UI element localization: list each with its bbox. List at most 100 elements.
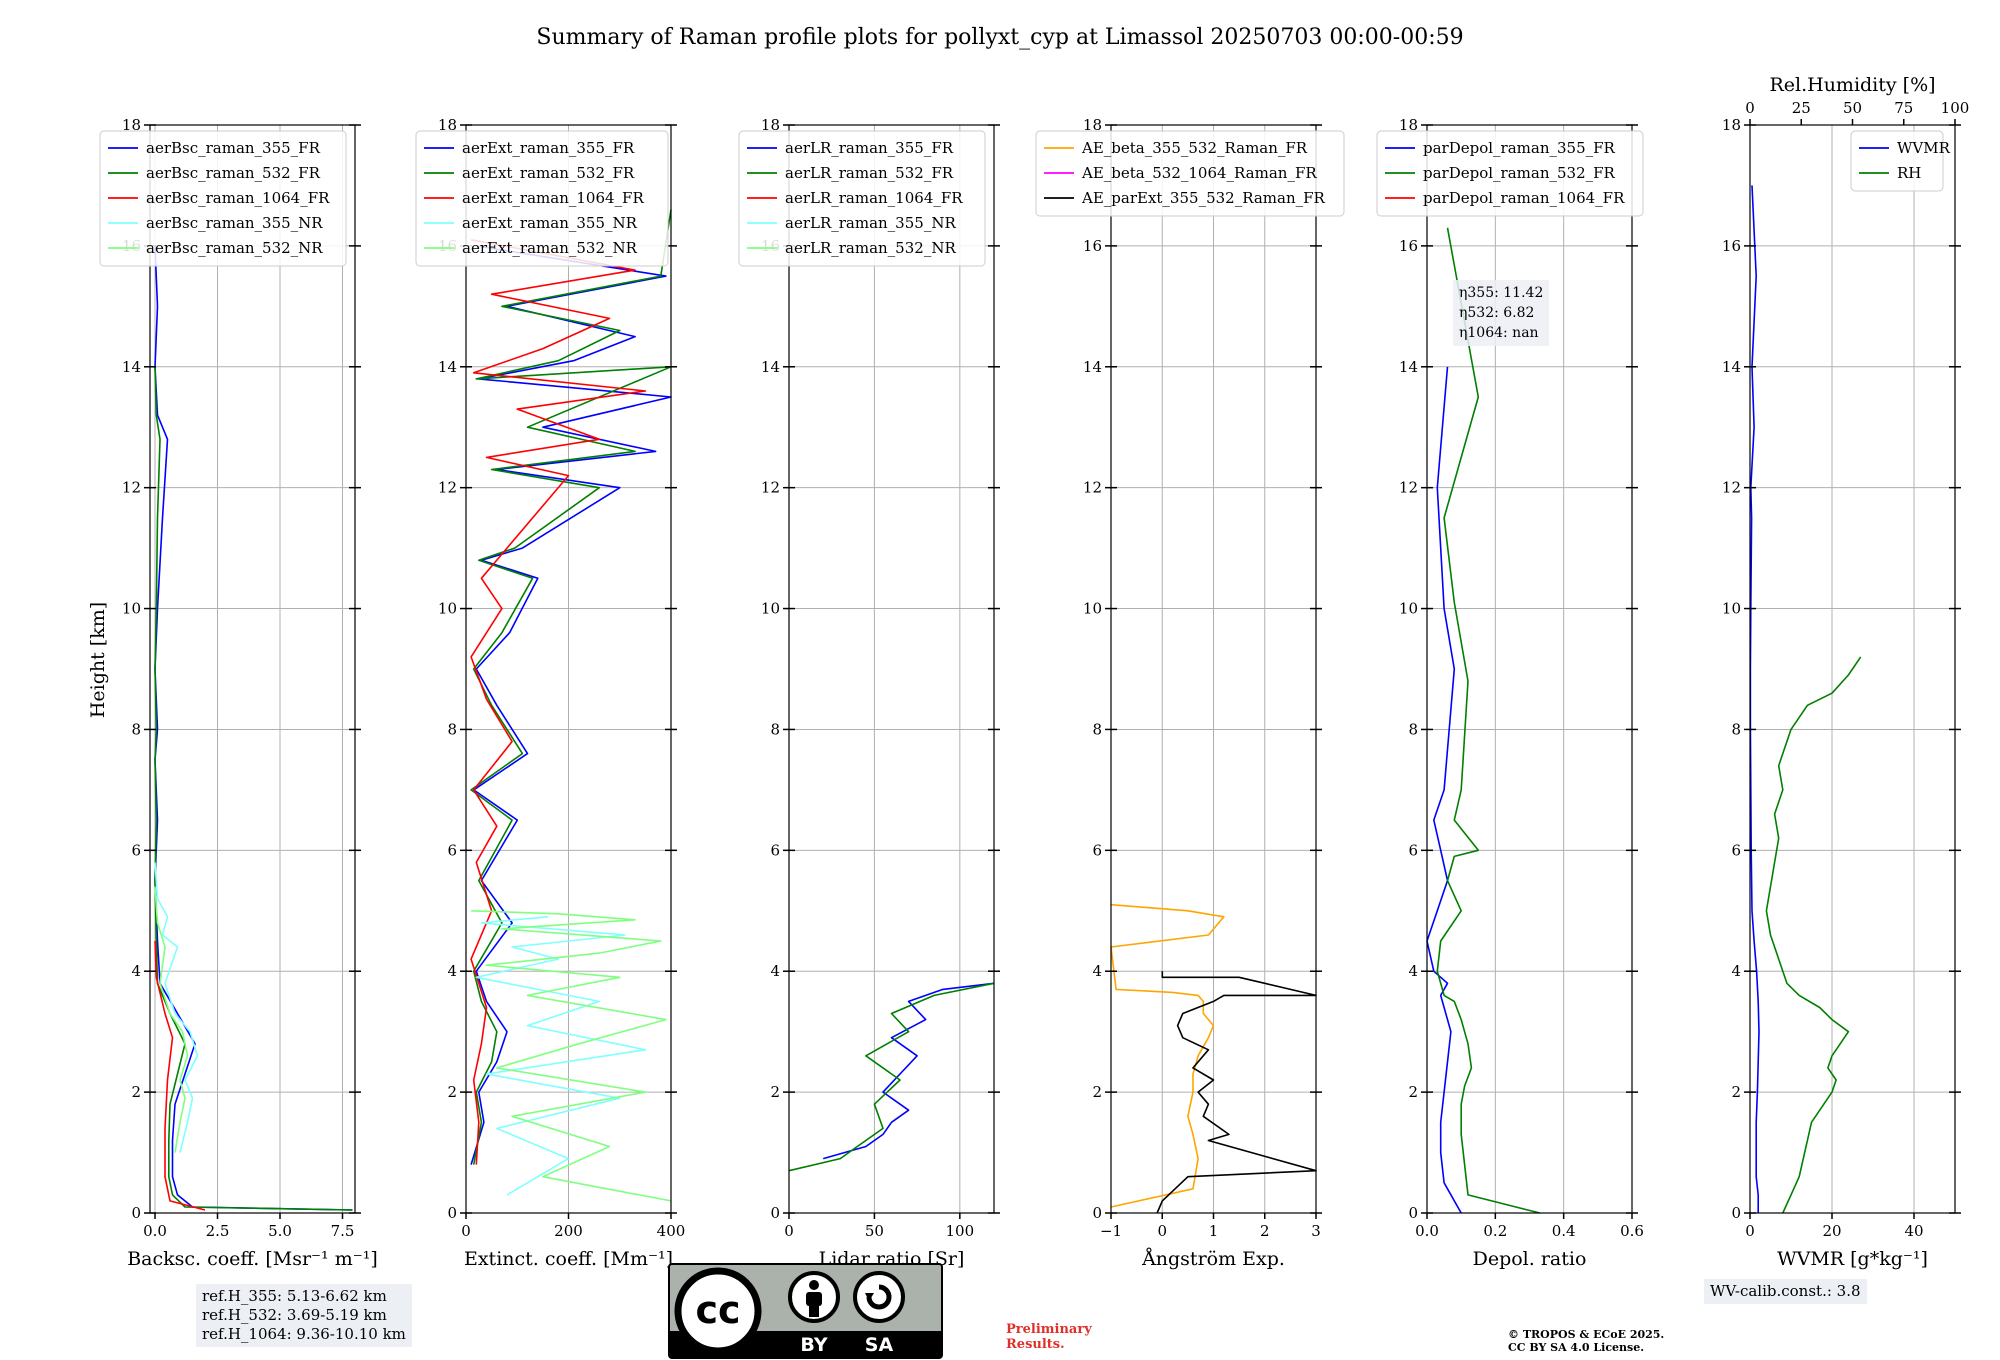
x-tick-label: −1 bbox=[1100, 1222, 1122, 1240]
series-line-AE_parExt_355_532_Raman_FR bbox=[1156, 971, 1317, 1214]
x-tick-label: 0 bbox=[1745, 1222, 1755, 1240]
y-tick-label: 0 bbox=[770, 1204, 780, 1222]
y-tick-label: 6 bbox=[770, 841, 780, 859]
x-tick-label: 0 bbox=[461, 1222, 471, 1240]
series-line-aerExt_raman_1064_FR bbox=[470, 239, 647, 1165]
x-tick-label: 3 bbox=[1311, 1222, 1321, 1240]
x-tick-label: 0.2 bbox=[1483, 1222, 1507, 1240]
series-line-aerExt_raman_355_FR bbox=[470, 245, 672, 1165]
series-line-aerBsc_raman_1064_FR bbox=[154, 940, 206, 1211]
legend: WVMR RH bbox=[1850, 130, 1951, 192]
y-tick-label: 12 bbox=[1722, 479, 1741, 497]
y-axis-label: Height [km] bbox=[87, 602, 109, 718]
series-line-aerExt_raman_355_NR bbox=[475, 916, 647, 1196]
legend-entry: aerBsc_raman_355_FR bbox=[146, 139, 321, 157]
y-tick-label: 10 bbox=[438, 600, 457, 618]
series-line-aerLR_raman_532_FR bbox=[788, 982, 995, 1172]
legend-entry: aerLR_raman_532_FR bbox=[785, 164, 954, 182]
legend-entry: aerLR_raman_355_NR bbox=[785, 214, 956, 232]
legend: parDepol_raman_355_FR parDepol_raman_532_… bbox=[1376, 130, 1644, 217]
x-tick-label: 0 bbox=[784, 1222, 794, 1240]
series-line-aerLR_raman_355_FR bbox=[822, 982, 995, 1160]
legend-box bbox=[738, 130, 986, 267]
y-tick-label: 12 bbox=[1083, 479, 1102, 497]
y-tick-label: 10 bbox=[761, 600, 780, 618]
ref-height-355: ref.H_355: 5.13-6.62 km bbox=[202, 1287, 387, 1305]
preliminary-line-1: Preliminary bbox=[1006, 1322, 1092, 1337]
y-tick-label: 2 bbox=[447, 1083, 457, 1101]
x-axis-label: Depol. ratio bbox=[1473, 1248, 1587, 1270]
preliminary-line-2: Results. bbox=[1006, 1337, 1065, 1352]
copyright-line-2: CC BY SA 4.0 License. bbox=[1508, 1341, 1645, 1354]
axes-frame bbox=[149, 124, 356, 1214]
y-tick-label: 18 bbox=[1722, 116, 1741, 134]
y-tick-label: 10 bbox=[1399, 600, 1418, 618]
legend: aerLR_raman_355_FR aerLR_raman_532_FR aerL… bbox=[738, 130, 986, 267]
y-tick-label: 8 bbox=[1092, 720, 1102, 738]
copyright-line-1: © TROPOS & ECoE 2025. bbox=[1508, 1328, 1665, 1341]
y-tick-label: 8 bbox=[770, 720, 780, 738]
figure-title: Summary of Raman profile plots for polly… bbox=[536, 25, 1463, 50]
y-tick-label: 14 bbox=[1722, 358, 1741, 376]
y-tick-label: 8 bbox=[1408, 720, 1418, 738]
preliminary-note: Preliminary Results. bbox=[1006, 1322, 1092, 1352]
x-axis-label: WVMR [g*kg⁻¹] bbox=[1777, 1248, 1928, 1270]
legend-box bbox=[1850, 130, 1944, 192]
x-tick-label: 0.0 bbox=[143, 1222, 167, 1240]
y-tick-label: 8 bbox=[447, 720, 457, 738]
x-tick-label: 7.5 bbox=[331, 1222, 355, 1240]
axes-frame bbox=[788, 124, 995, 1214]
x-tick-label: 50 bbox=[865, 1222, 884, 1240]
legend-box bbox=[415, 130, 669, 267]
y-tick-label: 0 bbox=[131, 1204, 141, 1222]
y-tick-label: 18 bbox=[1399, 116, 1418, 134]
x2-tick-label: 75 bbox=[1894, 99, 1913, 117]
legend-entry: AE_beta_355_532_Raman_FR bbox=[1081, 139, 1308, 157]
legend-entry: aerExt_raman_355_NR bbox=[462, 214, 638, 232]
y-tick-label: 12 bbox=[761, 479, 780, 497]
series-line-AE_beta_355_532_Raman_FR bbox=[1110, 903, 1225, 1208]
x-tick-label: 2 bbox=[1260, 1222, 1270, 1240]
y-tick-label: 16 bbox=[1399, 237, 1418, 255]
share-alike-icon bbox=[853, 1271, 905, 1323]
wv-calibration-box: WV-calib.const.: 3.8 bbox=[1704, 1279, 1867, 1304]
y-tick-label: 10 bbox=[1722, 600, 1741, 618]
x-tick-label: 40 bbox=[1904, 1222, 1923, 1240]
y-tick-label: 4 bbox=[447, 962, 457, 980]
x-tick-label: 5.0 bbox=[268, 1222, 292, 1240]
legend-entry: parDepol_raman_355_FR bbox=[1423, 139, 1616, 157]
x-tick-label: 0.0 bbox=[1415, 1222, 1439, 1240]
eta-box: η355: 11.42 η532: 6.82 η1064: nan bbox=[1453, 280, 1550, 346]
y-tick-label: 14 bbox=[438, 358, 457, 376]
copyright-note: © TROPOS & ECoE 2025. CC BY SA 4.0 Licen… bbox=[1508, 1328, 1664, 1354]
legend: AE_beta_355_532_Raman_FR AE_beta_532_1064… bbox=[1035, 130, 1345, 217]
series-line-RH bbox=[1765, 656, 1862, 1214]
y-tick-label: 4 bbox=[1731, 962, 1741, 980]
axes-frame bbox=[1426, 124, 1633, 1214]
y-tick-label: 2 bbox=[1408, 1083, 1418, 1101]
x2-tick-label: 50 bbox=[1843, 99, 1862, 117]
y-tick-label: 4 bbox=[1092, 962, 1102, 980]
legend-entry: parDepol_raman_1064_FR bbox=[1423, 189, 1625, 207]
x-axis-label: Extinct. coeff. [Mm⁻¹] bbox=[464, 1248, 673, 1270]
y-tick-label: 6 bbox=[1092, 841, 1102, 859]
panel-2: 0246810121416180200400Extinct. coeff. [M… bbox=[415, 116, 685, 1270]
legend-entry: aerBsc_raman_355_NR bbox=[146, 214, 323, 232]
legend-entry: RH bbox=[1897, 164, 1921, 182]
x-tick-label: 0.6 bbox=[1620, 1222, 1644, 1240]
y-tick-label: 0 bbox=[1408, 1204, 1418, 1222]
legend-entry: aerBsc_raman_532_FR bbox=[146, 164, 321, 182]
eta-1064: η1064: nan bbox=[1459, 325, 1539, 341]
y-tick-label: 18 bbox=[122, 116, 141, 134]
y-tick-label: 6 bbox=[1731, 841, 1741, 859]
x-tick-label: 100 bbox=[946, 1222, 975, 1240]
y-tick-label: 18 bbox=[1083, 116, 1102, 134]
series-line-aerBsc_raman_355_NR bbox=[154, 862, 199, 1153]
legend-entry: aerExt_raman_532_NR bbox=[462, 239, 638, 257]
series-line-aerExt_raman_532_NR bbox=[471, 910, 672, 1202]
y-tick-label: 0 bbox=[1092, 1204, 1102, 1222]
ref-height-1064: ref.H_1064: 9.36-10.10 km bbox=[202, 1325, 406, 1343]
